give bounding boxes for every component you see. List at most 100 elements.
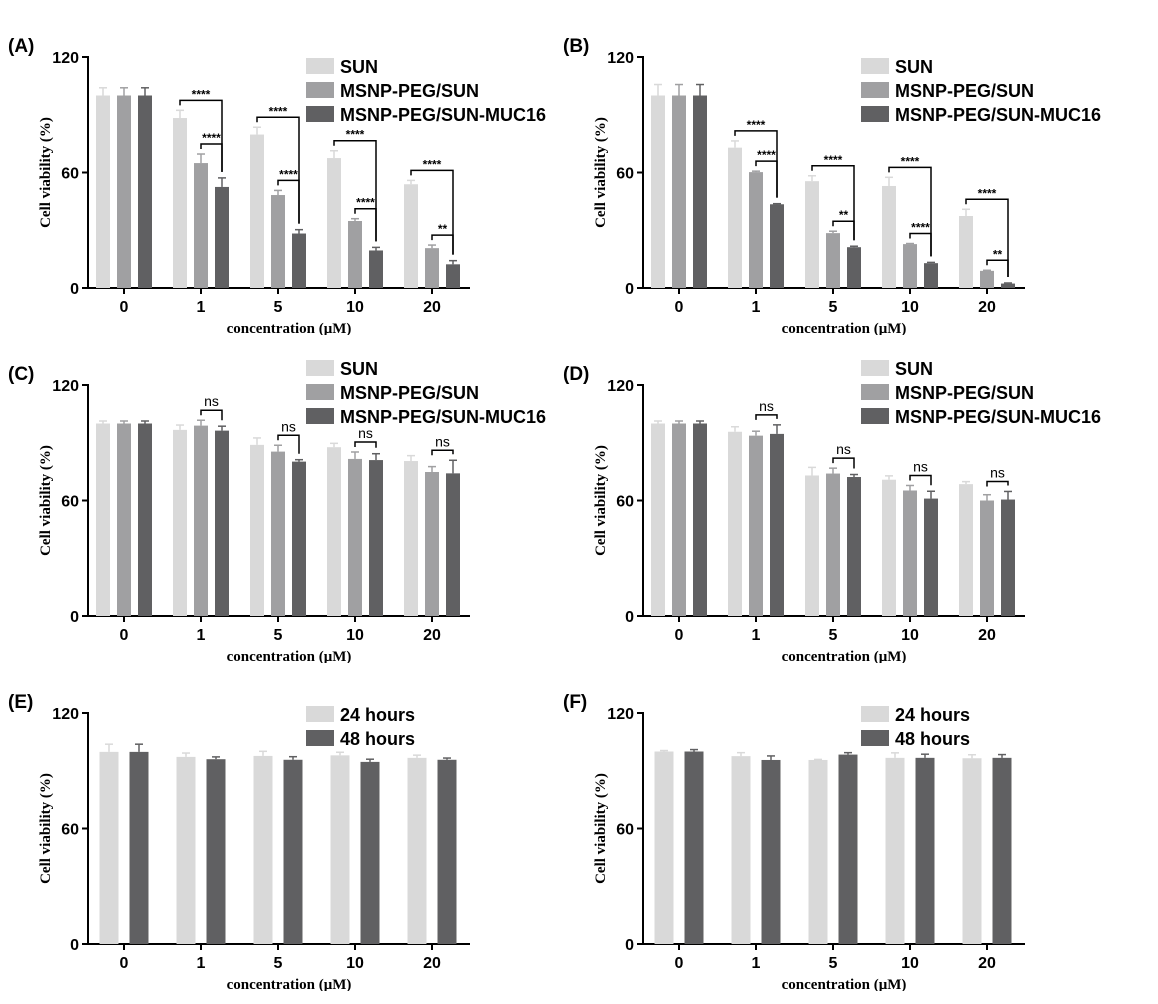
significance-label: **** — [269, 104, 288, 118]
legend-label: SUN — [895, 359, 933, 379]
bar-24-hours-5 — [253, 755, 273, 944]
bar-sun-1 — [728, 147, 742, 288]
legend-swatch — [861, 58, 889, 74]
bar-msnp-peg-sun-10 — [348, 458, 362, 616]
significance-bracket — [431, 449, 454, 456]
bar-48-hours-20 — [437, 759, 457, 944]
significance-bracket — [179, 99, 223, 172]
bar-msnp-peg-sun-20 — [425, 472, 439, 616]
x-axis-label: concentration (μM) — [227, 977, 352, 991]
y-tick-label: 60 — [61, 166, 79, 183]
significance-bracket — [965, 198, 1009, 277]
y-tick-label: 0 — [70, 609, 79, 626]
y-tick-label: 0 — [625, 937, 634, 954]
significance-label: ns — [204, 393, 219, 409]
bar-msnp-peg-sun-10 — [903, 490, 917, 616]
bar-msnp-peg-sun-muc16-10 — [924, 498, 938, 616]
significance-label: **** — [901, 154, 920, 168]
legend-label: 24 hours — [340, 705, 415, 725]
bar-msnp-peg-sun-muc16-20 — [446, 473, 460, 616]
bar-msnp-peg-sun-muc16-5 — [847, 247, 861, 288]
significance-bracket — [200, 409, 223, 421]
bar-48-hours-10 — [360, 761, 380, 944]
significance-bracket — [909, 474, 932, 486]
x-tick-label: 20 — [423, 627, 441, 644]
legend-swatch — [306, 706, 334, 722]
bar-24-hours-10 — [330, 755, 350, 944]
bar-48-hours-0 — [129, 751, 149, 944]
bar-msnp-peg-sun-muc16-0 — [138, 95, 152, 288]
y-axis-label: Cell viability (%) — [593, 773, 609, 884]
bar-sun-0 — [651, 95, 665, 288]
bar-sun-20 — [959, 216, 973, 288]
bar-msnp-peg-sun-muc16-20 — [446, 264, 460, 288]
x-tick-label: 0 — [120, 299, 129, 316]
legend-swatch — [306, 384, 334, 400]
bar-sun-10 — [882, 185, 896, 288]
bar-24-hours-1 — [176, 756, 196, 944]
x-tick-label: 10 — [346, 627, 364, 644]
y-tick-label: 120 — [52, 706, 79, 723]
significance-label: **** — [747, 118, 766, 132]
bar-sun-1 — [728, 431, 742, 616]
x-tick-label: 0 — [120, 627, 129, 644]
significance-bracket — [333, 139, 377, 242]
significance-label: ns — [913, 458, 928, 474]
legend-label: MSNP-PEG/SUN — [340, 383, 479, 403]
legend-label: SUN — [340, 57, 378, 77]
x-tick-label: 0 — [675, 627, 684, 644]
bar-sun-5 — [805, 181, 819, 288]
bar-msnp-peg-sun-muc16-0 — [138, 423, 152, 616]
y-tick-label: 120 — [52, 50, 79, 67]
x-axis-label: concentration (μM) — [782, 321, 907, 335]
y-tick-label: 60 — [616, 822, 634, 839]
bar-sun-5 — [805, 475, 819, 616]
bar-sun-20 — [404, 184, 418, 288]
x-tick-label: 10 — [901, 299, 919, 316]
chart-panel-d: (D) 0 60 120 Cell viability (%) concentration… — [555, 328, 1130, 665]
y-tick-label: 0 — [625, 609, 634, 626]
significance-bracket — [888, 166, 932, 257]
x-axis-label: concentration (μM) — [227, 649, 352, 663]
bar-sun-10 — [327, 158, 341, 288]
chart-panel-e: (E) 0 60 120 Cell viability (%) concentration… — [0, 656, 575, 993]
y-axis-label: Cell viability (%) — [593, 117, 609, 228]
significance-label: **** — [346, 128, 365, 142]
y-tick-label: 60 — [61, 822, 79, 839]
bar-msnp-peg-sun-5 — [271, 451, 285, 616]
legend-swatch — [306, 408, 334, 424]
x-tick-label: 5 — [829, 955, 838, 972]
legend-swatch — [306, 730, 334, 746]
y-tick-label: 0 — [625, 281, 634, 298]
x-axis-label: concentration (μM) — [227, 321, 352, 335]
bar-sun-1 — [173, 429, 187, 616]
significance-label: **** — [978, 186, 997, 200]
legend-swatch — [861, 384, 889, 400]
significance-label: ns — [281, 418, 296, 434]
bar-24-hours-1 — [731, 756, 751, 944]
significance-label: **** — [824, 153, 843, 167]
significance-label: ns — [435, 433, 450, 449]
bar-msnp-peg-sun-muc16-20 — [1001, 283, 1015, 288]
bar-msnp-peg-sun-10 — [348, 221, 362, 288]
legend-label: MSNP-PEG/SUN-MUC16 — [895, 105, 1101, 125]
bar-msnp-peg-sun-5 — [826, 233, 840, 288]
legend-swatch — [861, 730, 889, 746]
x-tick-label: 1 — [197, 955, 206, 972]
significance-label: ns — [759, 398, 774, 414]
y-tick-label: 0 — [70, 281, 79, 298]
x-axis-label: concentration (μM) — [782, 649, 907, 663]
x-tick-label: 1 — [752, 627, 761, 644]
bar-msnp-peg-sun-muc16-10 — [369, 460, 383, 616]
bar-sun-20 — [404, 461, 418, 616]
chart-panel-c: (C) 0 60 120 Cell viability (%) concentration… — [0, 328, 575, 665]
x-tick-label: 20 — [978, 299, 996, 316]
panel-label: (A) — [8, 36, 34, 57]
bar-48-hours-1 — [206, 759, 226, 944]
x-tick-label: 10 — [901, 627, 919, 644]
x-tick-label: 1 — [752, 955, 761, 972]
